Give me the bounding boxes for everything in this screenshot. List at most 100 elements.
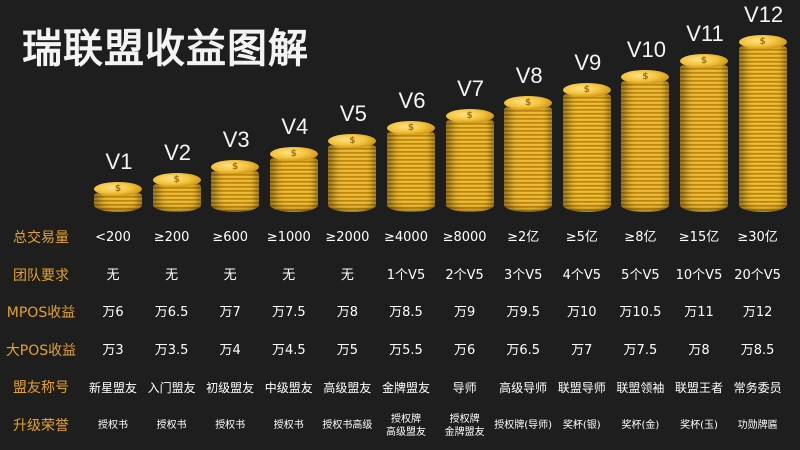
table-cell: 万9.5	[506, 305, 541, 320]
dollar-coin-icon: $	[738, 35, 787, 49]
coin-stack: $	[680, 54, 728, 212]
table-cell: 授权牌 金牌盟友	[444, 413, 485, 438]
page-title: 瑞联盟收益图解	[22, 26, 309, 72]
level-column-v9: $ V9	[559, 0, 617, 220]
table-row-team-requirement: 团队要求 无 无 无 无 无 1个V5 2个V5 3个V5 4个V5 5个V5 10个V5 20个V5	[0, 260, 800, 292]
table-cell: 导师	[452, 381, 477, 395]
level-column-v7: $ V7	[442, 0, 500, 220]
table-cell: 授权书	[98, 420, 128, 431]
level-label: V12	[744, 2, 784, 27]
level-column-v10: $ V10	[617, 0, 675, 220]
dollar-coin-icon: $	[445, 109, 494, 123]
level-label: V7	[457, 76, 485, 101]
table-cell: 20个V5	[734, 267, 781, 283]
table-cell: 2个V5	[445, 267, 484, 283]
table-cell: ≥8亿	[624, 230, 657, 245]
table-cell: ≥30亿	[737, 230, 778, 245]
table-cell: 万12	[742, 305, 773, 320]
level-label: V5	[339, 101, 367, 126]
table-cell: 万4.5	[271, 342, 306, 358]
table-cell: 万8	[336, 305, 359, 320]
dollar-coin-icon: $	[621, 70, 670, 84]
table-cell: 万3.5	[154, 342, 189, 358]
table-cell: ≥5亿	[565, 230, 598, 245]
table-cell: ≥1000	[266, 230, 311, 245]
level-column-v1: $ V1	[90, 0, 148, 220]
coin-stack: $	[445, 109, 494, 212]
table-cell: 无	[165, 267, 179, 283]
table-cell: 联盟导师	[557, 381, 606, 395]
coin-stack: $	[211, 160, 260, 212]
dollar-coin-icon: $	[211, 160, 260, 174]
level-label: V1	[105, 149, 133, 174]
table-cell: 无	[106, 267, 120, 283]
table-row-ally-title: 盟友称号 新星盟友 入门盟友 初级盟友 中级盟友 高级盟友 金牌盟友 导师 高级导师 联盟导师 联盟…	[0, 372, 800, 404]
dollar-coin-icon: $	[680, 54, 728, 68]
table-cell: 入门盟友	[147, 381, 196, 395]
level-chart: $ V1 $ V2 $ V3 $ V4 $ V5 $ V6 $ V7 $ V8 $ V9 $ V10 $ V11 $ V12	[84, 0, 800, 220]
table-cell: 新星盟友	[88, 381, 137, 395]
dollar-coin-icon: $	[94, 182, 142, 196]
dollar-coin-icon: $	[152, 173, 201, 187]
dollar-coin-icon: $	[504, 96, 553, 110]
table-cell: 奖杯(银)	[562, 420, 601, 431]
level-label: V8	[515, 63, 543, 88]
dollar-coin-icon: $	[269, 147, 318, 161]
table-cell: ≥4000	[384, 230, 428, 245]
table-cell: 万10.5	[619, 305, 662, 320]
row-label: 盟友称号	[13, 380, 69, 396]
table-cell: ≥2000	[325, 230, 370, 245]
table-cell: 高级导师	[499, 381, 548, 395]
table-cell: 联盟领袖	[616, 381, 665, 395]
table-cell: 授权牌 高级盟友	[386, 413, 426, 438]
table-cell: 万7	[219, 305, 241, 320]
level-label: V10	[626, 37, 666, 62]
level-label: V11	[686, 21, 724, 46]
level-column-v4: $ V4	[266, 0, 324, 220]
table-row-upgrade-honor: 升级荣誉 授权书 授权书 授权书 授权书 授权书高级 授权牌 高级盟友 授权牌 金牌盟友 授权牌…	[0, 410, 800, 442]
coin-stack: $	[738, 35, 787, 212]
table-cell: ≥600	[212, 230, 249, 245]
table-cell: 3个V5	[503, 267, 543, 283]
table-cell: ≥2亿	[507, 230, 540, 245]
table-cell: 授权书	[215, 420, 246, 431]
table-cell: 万5	[336, 342, 359, 358]
table-cell: 万7.5	[623, 342, 658, 358]
table-cell: 万6	[453, 342, 476, 358]
table-cell: 初级盟友	[206, 381, 255, 395]
table-cell: 万5.5	[389, 342, 423, 358]
table-cell: 10个V5	[675, 267, 723, 283]
row-label: 总交易量	[13, 230, 69, 246]
table-cell: 授权书	[156, 420, 187, 431]
coin-stack: $	[562, 83, 611, 212]
table-cell: 中级盟友	[264, 381, 313, 395]
table-cell: 联盟王者	[674, 381, 723, 395]
table-cell: 奖杯(玉)	[680, 420, 718, 431]
table-cell: 万4	[219, 342, 241, 358]
row-label: MPOS收益	[6, 305, 76, 321]
table-cell: ≥15亿	[678, 230, 720, 245]
level-label: V3	[222, 127, 250, 152]
row-label: 大POS收益	[5, 342, 77, 359]
dollar-coin-icon: $	[387, 121, 435, 135]
table-cell: 万8.5	[389, 305, 423, 320]
table-cell: 高级盟友	[323, 381, 372, 395]
table-cell: ≥200	[153, 230, 190, 245]
level-column-v5: $ V5	[324, 0, 382, 220]
coin-stack: $	[94, 182, 142, 212]
level-column-v12: $ V12	[735, 0, 793, 220]
table-cell: 功勋牌匾	[737, 420, 778, 431]
table-cell: 授权书高级	[322, 420, 373, 431]
level-label: V2	[164, 140, 192, 165]
table-row-big-pos-income: 大POS收益 万3 万3.5 万4 万4.5 万5 万5.5 万6 万6.5 万7 万7.5 万8 万8…	[0, 335, 800, 367]
level-label: V9	[574, 50, 602, 75]
table-cell: <200	[95, 230, 131, 245]
level-label: V6	[398, 88, 426, 113]
level-column-v8: $ V8	[500, 0, 558, 220]
table-cell: 万7	[571, 342, 593, 358]
table-cell: 1个V5	[386, 267, 426, 283]
dollar-coin-icon: $	[562, 83, 611, 97]
coin-stack: $	[328, 134, 377, 212]
table-cell: 常务委员	[733, 381, 782, 395]
row-label: 升级荣誉	[13, 417, 69, 434]
